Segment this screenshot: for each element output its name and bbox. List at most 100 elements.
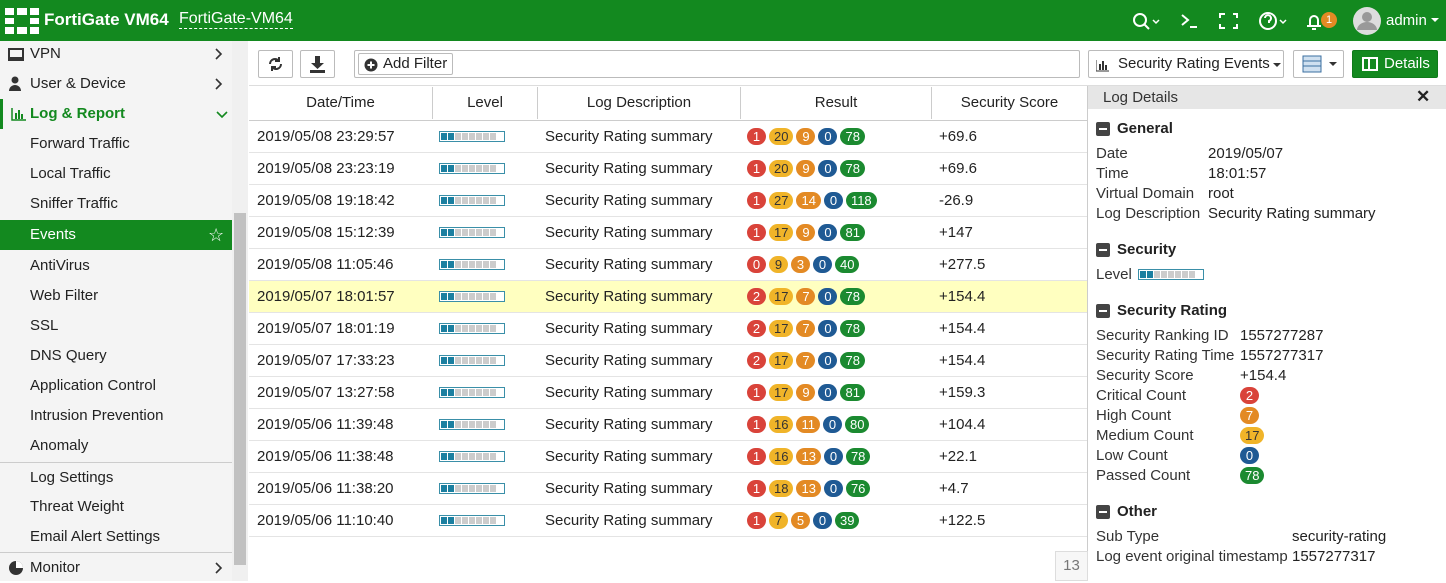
security-score: +104.4 bbox=[939, 409, 985, 441]
hostname[interactable]: FortiGate-VM64 bbox=[179, 10, 293, 29]
field-value: Security Rating summary bbox=[1208, 205, 1376, 222]
field-value: 17 bbox=[1240, 427, 1267, 444]
filter-input[interactable]: Add Filter bbox=[354, 50, 1080, 78]
level-segment bbox=[455, 229, 461, 236]
table-row[interactable]: 2019/05/06 11:38:48Security Rating summa… bbox=[249, 441, 1087, 473]
refresh-button[interactable] bbox=[258, 50, 293, 78]
table-row[interactable]: 2019/05/07 17:33:23Security Rating summa… bbox=[249, 345, 1087, 377]
nav-item[interactable]: Monitor bbox=[0, 552, 232, 582]
section-title[interactable]: General bbox=[1096, 120, 1173, 137]
nav-item[interactable]: Sniffer Traffic bbox=[0, 189, 232, 219]
level-segment bbox=[483, 229, 489, 236]
level-segment bbox=[476, 485, 482, 492]
result-badge: 1 bbox=[747, 192, 766, 209]
column-header[interactable]: Date/Time bbox=[249, 87, 432, 119]
nav-item[interactable]: Threat Weight bbox=[0, 492, 232, 522]
table-row[interactable]: 2019/05/07 18:01:57Security Rating summa… bbox=[249, 281, 1087, 313]
close-button[interactable]: ✕ bbox=[1416, 87, 1430, 107]
table-row[interactable]: 2019/05/08 19:18:42Security Rating summa… bbox=[249, 185, 1087, 217]
level-segment bbox=[462, 485, 468, 492]
field-label: Security Rating Time bbox=[1096, 347, 1234, 364]
table-row[interactable]: 2019/05/07 13:27:58Security Rating summa… bbox=[249, 377, 1087, 409]
result-badge: 1 bbox=[747, 512, 766, 529]
level-segment bbox=[448, 325, 454, 332]
level-segment bbox=[462, 389, 468, 396]
level-segment bbox=[1147, 271, 1153, 278]
avatar[interactable] bbox=[1352, 6, 1382, 36]
nav-item[interactable]: Events☆ bbox=[0, 220, 232, 250]
datetime: 2019/05/07 17:33:23 bbox=[257, 345, 395, 377]
result: 1179081 bbox=[747, 217, 868, 249]
nav-item[interactable]: DNS Query bbox=[0, 341, 232, 371]
nav-item[interactable]: Anomaly bbox=[0, 431, 232, 461]
field-label: Level bbox=[1096, 266, 1132, 283]
level-indicator bbox=[439, 131, 505, 142]
log-table: Date/TimeLevelLog DescriptionResultSecur… bbox=[249, 86, 1088, 581]
nav-item[interactable]: Intrusion Prevention bbox=[0, 401, 232, 431]
nav-item[interactable]: Forward Traffic bbox=[0, 129, 232, 159]
security-score: +147 bbox=[939, 217, 973, 249]
description: Security Rating summary bbox=[545, 281, 713, 313]
column-header[interactable]: Log Description bbox=[537, 87, 740, 119]
result: 2177078 bbox=[747, 345, 868, 377]
column-header[interactable]: Security Score bbox=[931, 87, 1087, 119]
table-row[interactable]: 2019/05/08 11:05:46Security Rating summa… bbox=[249, 249, 1087, 281]
table-row[interactable]: 2019/05/08 15:12:39Security Rating summa… bbox=[249, 217, 1087, 249]
nav-item[interactable]: AntiVirus bbox=[0, 251, 232, 281]
view-dropdown-icons bbox=[1096, 58, 1296, 72]
level-segment bbox=[455, 325, 461, 332]
level-segment bbox=[469, 517, 475, 524]
result-badge: 0 bbox=[824, 192, 843, 209]
caret bbox=[1430, 17, 1440, 25]
result-badge: 20 bbox=[769, 128, 793, 145]
nav-item[interactable]: User & Device bbox=[0, 69, 232, 99]
table-row[interactable]: 2019/05/08 23:23:19Security Rating summa… bbox=[249, 153, 1087, 185]
table-row[interactable]: 2019/05/06 11:10:40Security Rating summa… bbox=[249, 505, 1087, 537]
section-title[interactable]: Security bbox=[1096, 241, 1176, 258]
column-header[interactable]: Level bbox=[432, 87, 537, 119]
collapse-bar bbox=[1099, 511, 1107, 513]
level-segment bbox=[490, 421, 496, 428]
section-title[interactable]: Security Rating bbox=[1096, 302, 1227, 319]
level-segment bbox=[490, 453, 496, 460]
description: Security Rating summary bbox=[545, 441, 713, 473]
user-name[interactable]: admin bbox=[1386, 12, 1427, 29]
level-segment bbox=[441, 453, 447, 460]
table-row[interactable]: 2019/05/08 23:29:57Security Rating summa… bbox=[249, 121, 1087, 153]
favorite-star[interactable]: ☆ bbox=[208, 220, 224, 250]
description: Security Rating summary bbox=[545, 409, 713, 441]
level-segment bbox=[483, 165, 489, 172]
result-badge: 1 bbox=[747, 480, 766, 497]
columns-button[interactable] bbox=[1293, 50, 1344, 78]
level-segment bbox=[469, 293, 475, 300]
table-row[interactable]: 2019/05/07 18:01:19Security Rating summa… bbox=[249, 313, 1087, 345]
table-row[interactable]: 2019/05/06 11:39:48Security Rating summa… bbox=[249, 409, 1087, 441]
table-row[interactable]: 2019/05/06 11:38:20Security Rating summa… bbox=[249, 473, 1087, 505]
result-badge: 0 bbox=[747, 256, 766, 273]
nav-item[interactable]: SSL bbox=[0, 311, 232, 341]
nav-item[interactable]: Local Traffic bbox=[0, 159, 232, 189]
column-header[interactable]: Result bbox=[740, 87, 931, 119]
field-value: 78 bbox=[1240, 467, 1267, 484]
result-badge: 2 bbox=[747, 320, 766, 337]
nav-item[interactable]: Application Control bbox=[0, 371, 232, 401]
download-button[interactable] bbox=[300, 50, 335, 78]
nav-item[interactable]: Email Alert Settings bbox=[0, 522, 232, 552]
field-label: Virtual Domain bbox=[1096, 185, 1194, 202]
result: 1209078 bbox=[747, 121, 868, 153]
nav-item[interactable]: VPN bbox=[0, 39, 232, 69]
level-segment bbox=[441, 229, 447, 236]
section-title[interactable]: Other bbox=[1096, 503, 1157, 520]
nav-item[interactable]: Log Settings bbox=[0, 462, 232, 492]
nav-item[interactable]: Web Filter bbox=[0, 281, 232, 311]
level-segment bbox=[476, 293, 482, 300]
result-badge: 2 bbox=[747, 352, 766, 369]
scroll-thumb[interactable] bbox=[234, 213, 246, 565]
security-score: +4.7 bbox=[939, 473, 969, 505]
result-badge: 1 bbox=[747, 416, 766, 433]
details-title: Log Details bbox=[1088, 86, 1446, 109]
level-segment bbox=[1154, 271, 1160, 278]
field-value: 2019/05/07 bbox=[1208, 145, 1283, 162]
result-badge: 40 bbox=[835, 256, 859, 273]
nav-item[interactable]: Log & Report bbox=[0, 99, 232, 129]
